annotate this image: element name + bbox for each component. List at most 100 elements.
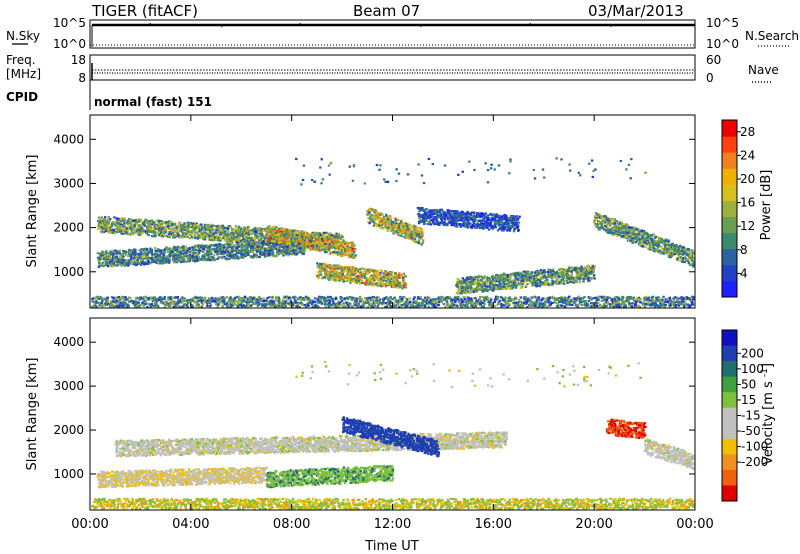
power-echo-cell — [160, 222, 164, 225]
power-echo-cell — [160, 225, 163, 229]
power-echo-cell — [242, 226, 246, 229]
power-echo-cell — [101, 227, 104, 230]
power-echo-cell — [470, 225, 473, 228]
power-echo-cell — [105, 250, 108, 253]
power-echo-cell — [205, 258, 208, 262]
power-echo-cell — [133, 222, 136, 225]
power-echo-cell — [200, 223, 203, 226]
power-echo-cell — [134, 229, 137, 232]
power-echo-cell — [110, 225, 113, 228]
power-echo-cell — [337, 267, 340, 270]
power-echo-cell — [278, 241, 281, 244]
power-echo-cell — [169, 231, 172, 234]
power-echo-cell — [266, 240, 270, 243]
power-echo-cell — [130, 256, 133, 259]
power-echo-cell — [268, 226, 272, 229]
power-echo-cell — [204, 246, 207, 249]
power-echo-cell — [319, 246, 323, 249]
power-echo-cell — [421, 207, 424, 210]
power-echo-cell — [201, 230, 205, 233]
power-echo-cell — [148, 220, 152, 223]
power-echo-cell — [174, 236, 177, 239]
power-echo-cell — [107, 216, 111, 219]
power-echo-cell — [211, 233, 214, 236]
power-echo-cell — [150, 227, 153, 230]
power-echo-cell — [189, 229, 192, 232]
power-echo-cell — [118, 263, 122, 266]
power-echo-cell — [215, 225, 218, 228]
power-echo-cell — [192, 231, 195, 234]
power-echo-cell — [324, 271, 327, 274]
power-echo-cell — [459, 225, 462, 228]
power-echo-cell — [119, 256, 122, 260]
power-echo-cell — [255, 256, 258, 259]
power-echo-cell — [180, 256, 183, 259]
power-echo-cell — [183, 225, 186, 228]
power-echo-cell — [185, 247, 189, 251]
power-echo-cell — [98, 262, 101, 265]
power-echo-cell — [145, 226, 149, 229]
nsky-label: N.Sky — [6, 29, 40, 43]
power-echo-cell — [271, 250, 274, 254]
power-echo-cell — [216, 228, 219, 231]
power-echo-cell — [202, 244, 205, 248]
power-echo-cell — [470, 217, 474, 220]
power-echo-cell — [148, 256, 151, 260]
power-echo-cell — [178, 255, 182, 258]
power-echo-cell — [235, 231, 238, 234]
power-echo-cell — [254, 226, 257, 230]
power-echo-cell — [131, 260, 135, 263]
power-echo-cell — [144, 218, 147, 221]
power-echo-cell — [98, 219, 101, 222]
power-echo-cell — [335, 237, 338, 240]
power-echo-cell — [295, 253, 298, 256]
power-echo-cell — [326, 232, 330, 235]
power-echo-cell — [157, 232, 161, 235]
power-echo-cell — [165, 221, 169, 224]
power-echo-cell — [384, 225, 387, 228]
power-echo-cell — [173, 226, 177, 229]
power-echo-cell — [247, 245, 250, 248]
power-echo-cell — [235, 240, 239, 243]
power-echo-cell — [313, 233, 317, 236]
power-echo-cell — [296, 230, 300, 233]
power-echo-cell — [182, 256, 185, 259]
power-echo-cell — [196, 226, 200, 230]
power-echo-cell — [209, 251, 213, 254]
power-echo-cell — [224, 243, 227, 246]
power-echo-cell — [247, 227, 251, 231]
power-echo-cell — [115, 218, 119, 221]
power-echo-cell — [168, 257, 172, 260]
power-echo-cell — [102, 264, 105, 268]
power-echo-cell — [182, 260, 186, 263]
power-echo-cell — [187, 258, 190, 262]
power-echo-cell — [504, 215, 507, 219]
power-echo-cell — [440, 208, 443, 212]
power-echo-cell — [148, 230, 151, 233]
power-echo-cell — [176, 248, 179, 251]
power-echo-cell — [342, 254, 346, 257]
power-echo-cell — [265, 227, 268, 230]
power-echo-cell — [404, 275, 408, 278]
power-echo-cell — [147, 251, 150, 254]
power-echo-cell — [131, 228, 135, 231]
power-echo-cell — [130, 259, 133, 263]
power-echo-cell — [399, 220, 403, 223]
power-echo-cell — [244, 227, 247, 230]
power-echo-cell — [159, 229, 162, 232]
power-echo-cell — [214, 250, 218, 254]
power-echo-cell — [216, 253, 219, 256]
power-echo-cell — [363, 275, 366, 278]
power-echo-cell — [140, 260, 143, 263]
power-echo-cell — [243, 250, 246, 254]
power-echo-cell — [222, 250, 225, 253]
power-echo-cell — [129, 251, 133, 254]
power-echo-cell — [212, 237, 215, 240]
power-echo-cell — [269, 237, 272, 241]
power-echo-cell — [176, 232, 179, 235]
power-echo-cell — [469, 223, 473, 226]
power-echo-cell — [145, 254, 148, 257]
power-echo-cell — [166, 250, 170, 253]
power-echo-cell — [220, 248, 224, 251]
power-echo-cell — [470, 211, 474, 214]
